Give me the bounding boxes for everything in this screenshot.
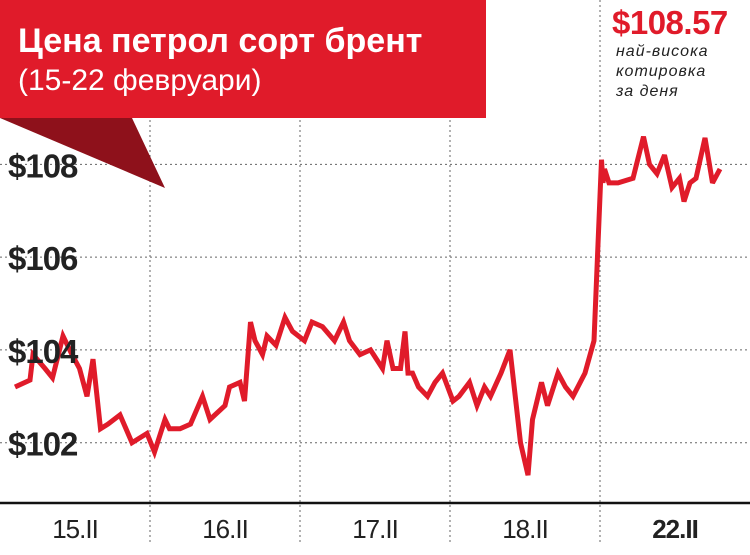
max-price-caption-line: най-висока <box>616 43 709 60</box>
price-line <box>13 135 723 476</box>
banner-fold-shadow <box>0 118 165 188</box>
x-tick-label: 16.II <box>202 514 248 544</box>
x-tick-label: 17.II <box>352 514 398 544</box>
x-tick-label: 22.II <box>652 514 698 544</box>
x-axis-tick-labels: 15.II 16.II 17.II 18.II 22.II <box>52 514 699 544</box>
chart-title: Цена петрол сорт брент <box>18 22 423 60</box>
y-tick-label: $106 <box>8 240 78 277</box>
y-tick-label: $108 <box>8 147 78 184</box>
max-price-caption: най-висока котировка за деня <box>616 42 746 102</box>
y-axis-tick-labels: $102 $104 $106 $108 <box>8 147 80 463</box>
x-tick-label: 15.II <box>52 514 98 544</box>
max-price-caption-line: за деня <box>616 83 679 100</box>
title-banner: Цена петрол сорт брент (15-22 февруари) <box>0 0 486 118</box>
x-tick-label: 18.II <box>502 514 548 544</box>
price-series <box>13 135 723 476</box>
chart-subtitle: (15-22 февруари) <box>18 64 262 97</box>
max-price-caption-line: котировка <box>616 63 707 80</box>
y-tick-label: $104 <box>8 333 79 370</box>
y-tick-label: $102 <box>8 426 78 463</box>
max-price-label: $108.57 <box>612 4 728 41</box>
